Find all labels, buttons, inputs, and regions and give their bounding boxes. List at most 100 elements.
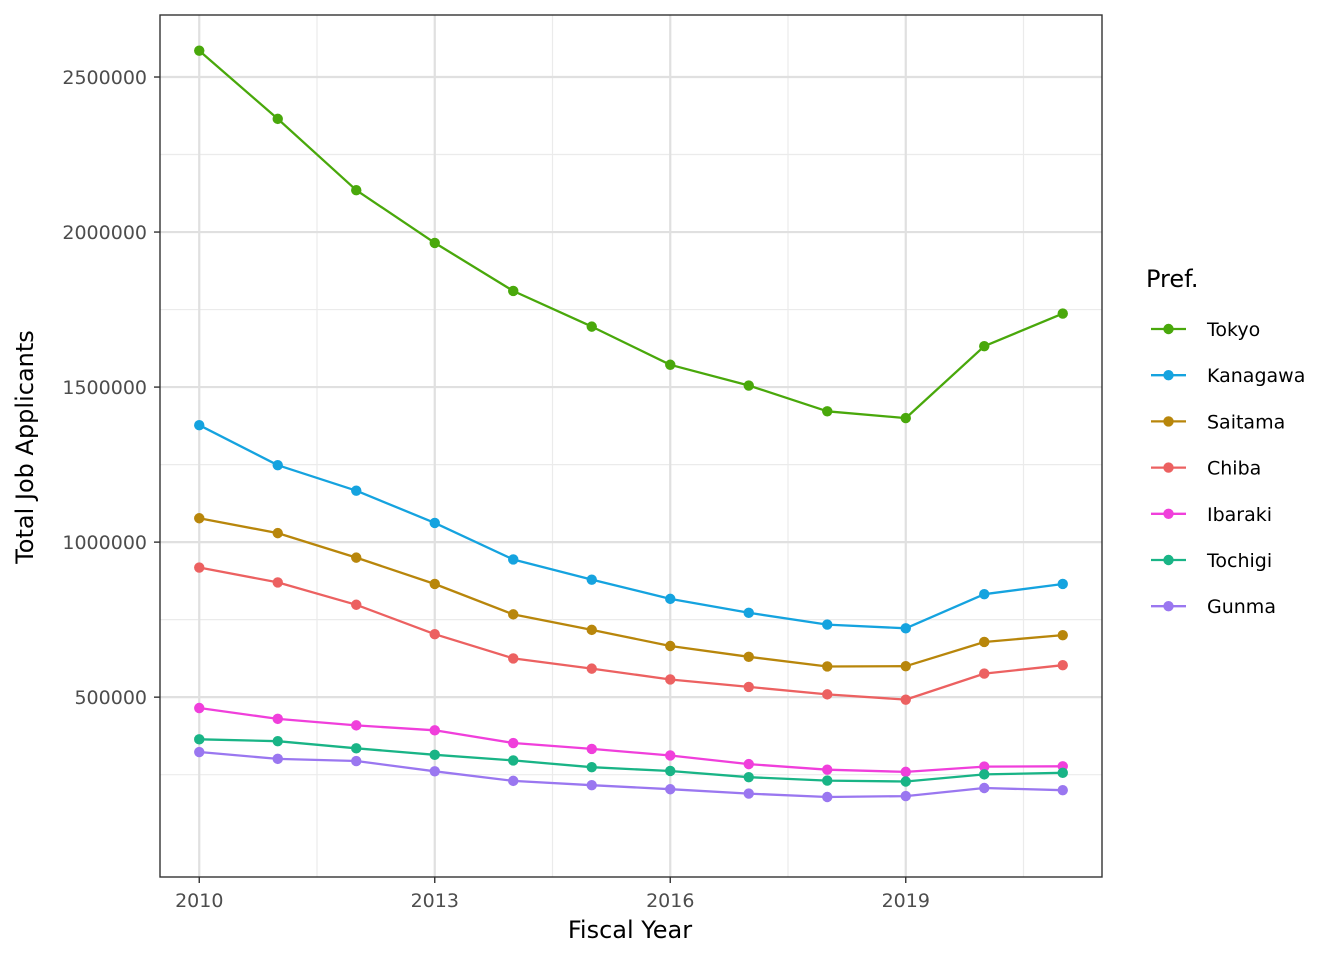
data-point: [272, 577, 283, 588]
legend-label: Ibaraki: [1207, 504, 1272, 526]
legend-label: Gunma: [1207, 596, 1276, 618]
legend-label: Kanagawa: [1207, 365, 1305, 387]
x-axis-title: Fiscal Year: [568, 916, 692, 944]
data-point: [508, 653, 519, 664]
legend-label: Saitama: [1207, 411, 1285, 433]
data-point: [900, 660, 911, 672]
data-point: [586, 321, 597, 332]
data-point: [351, 184, 362, 196]
data-point: [822, 406, 833, 417]
series-tochigi: [194, 734, 1068, 787]
data-point: [272, 713, 283, 725]
legend-key-point: [1163, 462, 1174, 473]
legend-key-point: [1163, 508, 1174, 519]
legend-item-tochigi: Tochigi: [1151, 550, 1272, 572]
y-tick-label: 1000000: [62, 532, 147, 554]
series-line: [199, 750, 1063, 799]
legend-item-saitama: Saitama: [1151, 411, 1285, 433]
data-point: [429, 749, 440, 761]
data-point: [822, 775, 833, 786]
data-point: [351, 755, 362, 767]
legend: Pref. Tokyo Kanagawa Saitama Chiba Ibaraki To…: [1146, 265, 1305, 618]
legend-label: Chiba: [1207, 458, 1261, 480]
data-point: [900, 790, 911, 802]
data-point: [429, 237, 440, 249]
data-point: [351, 743, 362, 754]
data-point: [900, 412, 911, 424]
series-line: [199, 738, 1063, 783]
data-point: [586, 762, 597, 773]
data-point: [586, 663, 597, 674]
series-kanagawa: [194, 420, 1068, 634]
data-point: [979, 761, 990, 772]
data-point: [822, 661, 833, 672]
data-point: [743, 380, 754, 391]
data-point: [900, 623, 911, 634]
data-point: [979, 636, 990, 648]
series-gunma: [194, 746, 1068, 803]
data-point: [194, 562, 205, 573]
x-tick-label: 2013: [411, 890, 459, 912]
data-point: [1057, 629, 1068, 641]
data-point: [979, 769, 990, 780]
y-tick-label: 2000000: [62, 222, 147, 244]
data-point: [586, 780, 597, 791]
data-point: [508, 285, 519, 297]
data-point: [665, 674, 676, 685]
axes: 500000 1000000 1500000 2000000 2500000 2010 20…: [62, 14, 1103, 912]
series-line: [198, 424, 1063, 630]
data-point: [272, 460, 283, 471]
data-point: [743, 607, 754, 619]
series-saitama: [194, 513, 1068, 672]
y-tick-label: 500000: [74, 687, 147, 709]
series-line: [198, 49, 1064, 420]
data-point: [272, 527, 283, 539]
data-point: [822, 791, 833, 803]
data-point: [665, 593, 676, 605]
series-tokyo: [194, 45, 1068, 424]
data-point: [508, 554, 519, 565]
panel-border: [159, 14, 1103, 878]
legend-key-point: [1163, 554, 1174, 566]
data-point: [979, 589, 990, 600]
data-point: [665, 750, 676, 761]
data-point: [822, 764, 833, 775]
data-point: [1057, 767, 1068, 779]
data-point: [1057, 784, 1068, 796]
legend-key-point: [1163, 370, 1174, 381]
x-tick-label: 2019: [882, 890, 930, 912]
data-point: [194, 45, 205, 56]
series-line: [199, 566, 1063, 701]
x-tick-label: 2010: [175, 890, 223, 912]
legend-item-chiba: Chiba: [1151, 458, 1261, 480]
data-point: [743, 788, 754, 799]
data-point: [900, 766, 911, 778]
data-point: [351, 720, 362, 731]
data-point: [194, 420, 205, 431]
data-point: [665, 359, 676, 370]
data-point: [351, 552, 362, 563]
legend-key-point: [1163, 416, 1174, 427]
data-point: [665, 640, 676, 652]
data-point: [429, 517, 440, 529]
data-point: [979, 782, 990, 794]
plot-panel: [160, 15, 1102, 877]
data-point: [429, 766, 440, 777]
data-point: [586, 743, 597, 755]
legend-label: Tokyo: [1206, 319, 1260, 341]
data-point: [586, 574, 597, 585]
data-point: [351, 599, 362, 610]
data-point: [822, 619, 833, 630]
data-point: [900, 776, 911, 787]
x-tick-label: 2016: [646, 890, 694, 912]
data-point: [1057, 578, 1068, 590]
data-point: [272, 113, 283, 125]
data-point: [508, 755, 519, 766]
data-point: [508, 609, 519, 620]
legend-item-tokyo: Tokyo: [1151, 319, 1260, 341]
data-point: [194, 734, 205, 745]
data-point: [665, 784, 676, 795]
data-point: [665, 765, 676, 777]
data-point: [900, 694, 911, 705]
